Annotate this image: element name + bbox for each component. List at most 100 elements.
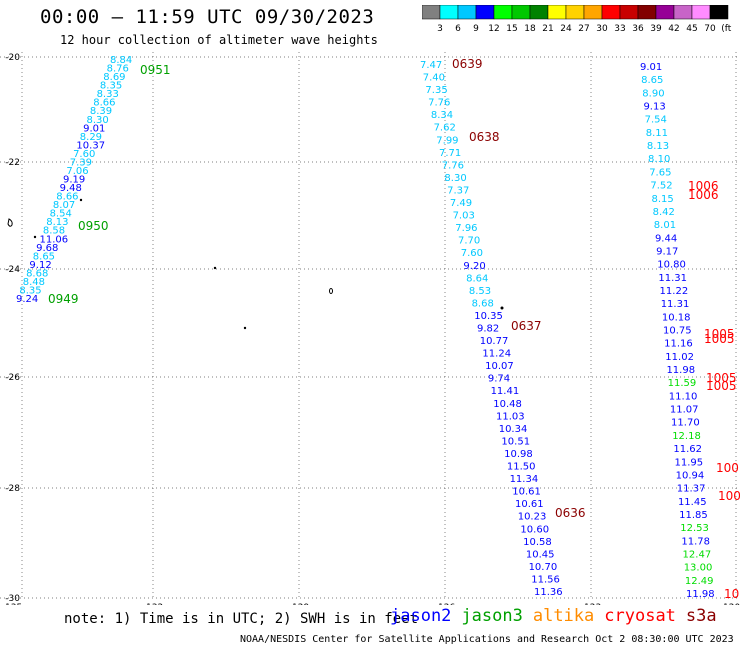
wave-height-value: 8.39	[90, 106, 112, 117]
wave-height-value: 11.70	[671, 418, 700, 429]
colorbar-swatch	[709, 5, 729, 20]
wave-height-value: 11.31	[661, 299, 690, 310]
wave-height-value: 8.66	[56, 192, 78, 203]
wave-height-value: 8.84	[110, 55, 132, 66]
wave-height-value: 9.74	[488, 374, 510, 385]
wave-height-value: 8.42	[653, 207, 675, 218]
pass-time-label: 1006	[688, 179, 719, 193]
colorbar-label: 39	[650, 24, 662, 34]
map-subtitle: 12 hour collection of altimeter wave hei…	[60, 33, 378, 47]
credit-line: NOAA/NESDIS Center for Satellite Applica…	[240, 634, 734, 645]
wave-height-value: 8.01	[654, 220, 676, 231]
colorbar-label: (ft)	[721, 24, 732, 34]
lat-tick-label: -26	[5, 373, 20, 383]
wave-height-value: 7.76	[428, 98, 450, 109]
wave-height-value: 11.10	[669, 391, 698, 402]
wave-height-value: 10.48	[493, 399, 522, 410]
colorbar-label: 36	[632, 24, 644, 34]
wave-height-value: 8.76	[107, 64, 129, 75]
colorbar-label: 33	[614, 24, 625, 34]
wave-height-value: 8.10	[648, 154, 670, 165]
wave-height-value: 9.13	[643, 102, 665, 113]
wave-height-value: 11.41	[491, 386, 520, 397]
wave-height-value: 7.62	[434, 123, 456, 134]
wave-height-value: 10.45	[526, 549, 555, 560]
wave-height-value: 11.03	[496, 411, 525, 422]
legend-item-s3a: s3a	[685, 606, 717, 626]
wave-height-value: 9.68	[36, 243, 58, 254]
wave-height-value: 11.06	[40, 234, 69, 245]
pass-time-label: 100	[716, 461, 739, 475]
wave-height-value: 8.66	[93, 98, 115, 109]
wave-height-value: 9.48	[60, 183, 82, 194]
wave-height-value: 9.01	[83, 123, 105, 134]
wave-height-value: 7.35	[425, 85, 447, 96]
wave-height-value: 11.50	[507, 462, 536, 473]
lat-tick-label: -20	[5, 53, 20, 63]
wave-height-value: 10.70	[529, 562, 558, 573]
wave-height-value: 9.20	[463, 261, 485, 272]
wave-height-value: 7.65	[649, 167, 671, 178]
wave-height-value: 8.69	[103, 72, 125, 83]
wave-height-value: 8.54	[50, 209, 72, 220]
wave-height-value: 8.65	[641, 75, 663, 86]
axis-tick-labels: -20 -22 -24 -26 -28 -30-135 -132 -129 -126 -123 -1…	[2, 53, 740, 605]
wave-height-value: 9.19	[63, 175, 85, 186]
map-grid	[0, 52, 740, 600]
legend-item-jason2: jason2	[390, 606, 452, 626]
wave-height-value: 7.39	[70, 157, 92, 168]
wave-height-value: 8.11	[646, 128, 668, 139]
wave-height-value: 10.75	[663, 326, 692, 337]
island-marker	[79, 198, 83, 202]
colorbar-label: 15	[506, 24, 517, 34]
colorbar-label: 6	[455, 24, 461, 34]
wave-height-value: 10.94	[676, 470, 705, 481]
legend-item-jason3: jason3	[461, 606, 523, 626]
wave-height-value: 10.37	[76, 140, 105, 151]
lat-tick-label: -24	[5, 265, 20, 275]
wave-height-value: 8.35	[100, 81, 122, 92]
wave-height-value: 7.40	[423, 73, 445, 84]
colorbar-label: 27	[578, 24, 589, 34]
wave-height-value: 8.33	[97, 89, 119, 100]
legend-item-cryosat: cryosat	[604, 606, 676, 626]
map-title: 00:00 – 11:59 UTC 09/30/2023	[40, 6, 375, 28]
wave-height-value: 8.35	[19, 285, 41, 296]
pass-time-label: 0949	[48, 292, 79, 306]
wave-height-value: 9.01	[640, 62, 662, 73]
wave-height-value: 11.07	[670, 405, 699, 416]
wave-height-value: 8.30	[444, 173, 466, 184]
wave-height-value: 8.13	[46, 217, 68, 228]
wave-height-value: 11.16	[664, 339, 693, 350]
colorbar-label: 24	[560, 24, 572, 34]
lat-tick-label: -30	[5, 594, 20, 604]
wave-height-value: 7.60	[73, 149, 95, 160]
lon-tick-label: -123	[581, 603, 601, 605]
wave-height-value: 8.48	[23, 277, 45, 288]
wave-height-value: 12.18	[672, 431, 701, 442]
wave-height-value: 7.71	[439, 148, 461, 159]
wave-height-value: 8.29	[80, 132, 102, 143]
wave-height-value: 7.60	[461, 248, 483, 259]
wave-height-value: 8.34	[431, 110, 453, 121]
wave-height-value: 8.13	[647, 141, 669, 152]
lon-tick-label: -126	[435, 603, 456, 605]
wave-height-value: 11.02	[665, 352, 694, 363]
wave-height-value: 11.31	[658, 273, 687, 284]
satellite-tracks: 8.848.768.698.358.338.668.398.309.018.29…	[16, 55, 740, 601]
altimeter-map: -20 -22 -24 -26 -28 -30-135 -132 -129 -126 -123 -1…	[0, 52, 740, 605]
wave-height-value: 10.98	[504, 449, 533, 460]
pass-time-label: 1005	[704, 332, 735, 346]
colorbar-label: 3	[437, 24, 443, 34]
pass-time-label: 0639	[452, 57, 483, 71]
pass-time-label: 1005	[704, 327, 735, 341]
wave-height-value: 10.61	[512, 487, 541, 498]
wave-height-value: 10.60	[520, 524, 549, 535]
wave-height-value: 9.12	[29, 260, 51, 271]
wave-height-value: 11.37	[677, 484, 706, 495]
wave-height-value: 7.03	[453, 211, 475, 222]
wave-height-value: 8.58	[43, 226, 65, 237]
wave-height-value: 8.68	[472, 298, 494, 309]
colorbar-label: 18	[524, 24, 536, 34]
